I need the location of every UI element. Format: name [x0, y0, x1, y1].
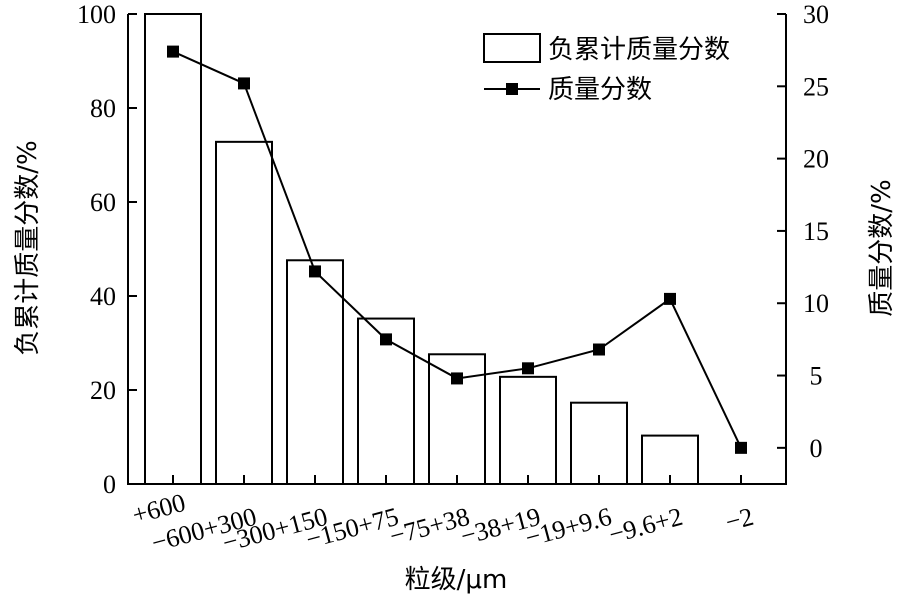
bar — [499, 375, 557, 485]
x-tick-label: −9.6+2 — [606, 502, 686, 549]
line-point — [309, 265, 321, 278]
line-point — [451, 372, 463, 385]
line-point — [522, 362, 534, 375]
line-point — [238, 77, 250, 90]
left-tick-label: 0 — [103, 470, 116, 499]
line-point — [735, 441, 747, 454]
line-point — [664, 292, 676, 305]
right-tick-label: 20 — [803, 145, 829, 174]
left-tick-label: 40 — [90, 282, 116, 311]
right-tick-label: 25 — [803, 72, 829, 101]
x-tick-label: −2 — [722, 502, 756, 537]
bar — [144, 13, 202, 485]
left-tick-label: 80 — [90, 94, 116, 123]
bar — [286, 259, 344, 485]
legend: 负累计质量分数 质量分数 — [483, 33, 730, 105]
right-tick-label: 5 — [810, 362, 823, 391]
right-tick-label: 30 — [803, 0, 829, 29]
line-point — [593, 343, 605, 356]
right-tick-label: 10 — [803, 289, 829, 318]
legend-line-marker — [506, 83, 518, 95]
bar-group — [144, 13, 699, 485]
x-axis-title: 粒级/μm — [405, 565, 508, 595]
left-tick-label: 100 — [77, 0, 116, 29]
right-y-axis-title: 质量分数/% — [867, 179, 897, 316]
right-y-ticks: 0 5 10 15 20 25 30 — [777, 0, 829, 463]
legend-bar-label: 负累计质量分数 — [548, 35, 730, 65]
left-y-ticks: 0 20 40 60 80 100 — [77, 0, 137, 499]
left-tick-label: 60 — [90, 188, 116, 217]
x-tick-labels: +600−600+300−300+150−150+75−75+38−38+19−… — [129, 475, 757, 558]
legend-line-label: 质量分数 — [548, 75, 652, 105]
bar — [215, 140, 273, 485]
left-y-axis-title: 负累计质量分数/% — [13, 140, 43, 355]
legend-bar-swatch — [483, 33, 541, 63]
line-point — [380, 333, 392, 346]
right-tick-label: 15 — [803, 217, 829, 246]
line-point — [167, 45, 179, 58]
right-tick-label: 0 — [810, 434, 823, 463]
bar — [357, 317, 415, 485]
line-series-group — [167, 45, 747, 454]
bar — [570, 401, 628, 485]
left-tick-label: 20 — [90, 376, 116, 405]
